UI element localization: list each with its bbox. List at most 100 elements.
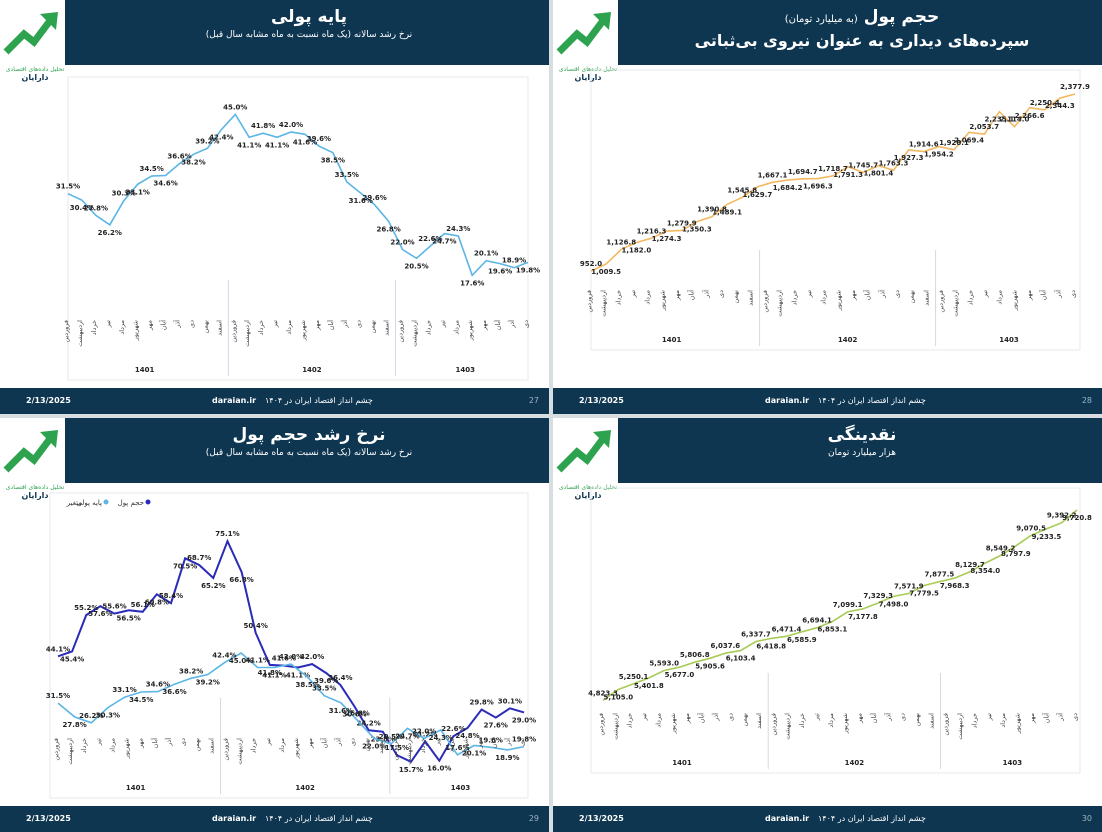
x-tick-label: اسفند (207, 738, 215, 754)
legend-marker (103, 499, 109, 505)
footer-site[interactable]: daraian.ir (765, 396, 810, 405)
x-tick-label: دی (717, 290, 725, 298)
x-tick-label: اسفند (922, 290, 930, 306)
x-tick-label: اردیبهشت (66, 738, 74, 765)
data-label: 22.0% (390, 239, 414, 247)
growth-arrow-icon (3, 430, 58, 473)
data-label: 24.7% (395, 732, 419, 740)
footer-site[interactable]: daraian.ir (212, 396, 257, 405)
data-label: 17.6% (460, 279, 484, 287)
data-label: 33.5% (312, 685, 336, 693)
x-tick-label: خرداد (966, 290, 974, 305)
footer-site[interactable]: daraian.ir (765, 814, 810, 823)
data-label: 26.2% (98, 229, 122, 237)
data-label: 39.2% (196, 679, 220, 687)
x-tick-label: مرداد (827, 713, 835, 728)
slide-base-money: پایه پولی نرخ رشد سالانه (یک ماه نسبت به… (0, 0, 549, 414)
x-tick-label: شهریور (841, 713, 849, 734)
x-tick-label: بهمن (908, 290, 916, 304)
data-label: 6,103.4 (726, 655, 756, 663)
data-label: 1,182.0 (622, 247, 652, 255)
data-label: 8,129.7 (955, 561, 985, 569)
x-tick-label: دی (187, 320, 195, 328)
data-label: 23.8% (371, 736, 395, 744)
growth-arrow-icon (556, 430, 611, 473)
x-tick-label: آبان (326, 319, 335, 331)
data-label: 1,274.3 (652, 235, 682, 243)
x-tick-label: شهریور (1014, 713, 1022, 734)
data-label: 20.5% (379, 733, 403, 741)
data-label: 31.6% (329, 707, 353, 715)
page-number: 27 (528, 396, 539, 405)
data-label: 31.5% (56, 183, 80, 191)
data-label: 31.5% (46, 692, 70, 700)
slide-footer: 2/13/2025 daraian.ir چشم انداز اقتصاد ای… (0, 806, 549, 832)
slide-footer: 2/13/2025 daraian.ir چشم انداز اقتصاد ای… (0, 388, 549, 414)
x-tick-label: اسفند (746, 290, 754, 306)
x-tick-label: مهر (1025, 290, 1033, 301)
x-tick-label: مهر (673, 290, 681, 301)
year-label: 1401 (662, 336, 682, 344)
data-label: 6,337.7 (741, 631, 771, 639)
x-tick-label: آذر (333, 737, 342, 747)
year-label: 1402 (838, 336, 858, 344)
data-label: 2,235.1 (985, 116, 1015, 124)
year-label: 1401 (126, 784, 146, 792)
data-label: 38.2% (181, 158, 205, 166)
data-label: 7,177.8 (848, 613, 878, 621)
x-tick-label: دی (1069, 290, 1077, 298)
data-label: 42.0% (279, 653, 303, 661)
plot-area (590, 487, 1081, 774)
data-label: 33.1% (112, 686, 136, 694)
data-label: 44.1% (46, 645, 70, 653)
brand-tagline: تحلیل داده‌های اقتصادی (5, 484, 65, 491)
data-label: 20.1% (462, 749, 486, 757)
x-tick-label: آذر (877, 289, 886, 299)
data-label: 38.5% (321, 157, 345, 165)
x-tick-label: مهر (480, 320, 488, 331)
slide-footer: 2/13/2025 daraian.ir چشم انداز اقتصاد ای… (553, 388, 1102, 414)
x-tick-label: آبان (687, 289, 696, 301)
data-label: 42.0% (279, 121, 303, 129)
x-tick-label: تیر (640, 713, 648, 722)
x-tick-label: آذر (711, 712, 720, 722)
data-label: 45.4% (60, 656, 84, 664)
data-label: 7,779.5 (909, 589, 939, 597)
data-label: 24.3% (446, 225, 470, 233)
data-label: 41.1% (262, 671, 286, 679)
page-number: 29 (528, 814, 539, 823)
data-label: 70.5% (173, 562, 197, 570)
data-label: 41.1% (286, 671, 310, 679)
data-label: 29.0% (512, 716, 536, 724)
footer-site[interactable]: daraian.ir (212, 814, 257, 823)
x-tick-label: شهریور (292, 738, 300, 759)
series-line-2 (57, 652, 525, 756)
data-label: 56.1% (131, 601, 155, 609)
x-tick-label: فروردین (397, 320, 405, 343)
x-tick-label: آبان (869, 712, 878, 724)
slide-title: (به میلیارد تومان) حجم پول (622, 6, 1102, 31)
slide-title-note: (به میلیارد تومان) (784, 14, 858, 25)
data-label: 30.3% (112, 190, 136, 198)
growth-arrow-icon (556, 12, 611, 55)
data-label: 2,053.7 (969, 123, 999, 131)
x-tick-label: اسفند (927, 713, 935, 729)
data-label: 55.6% (102, 603, 126, 611)
slide-header: پایه پولی نرخ رشد سالانه (یک ماه نسبت به… (0, 0, 549, 65)
data-label: 5,250.1 (619, 673, 649, 681)
footer-date: 2/13/2025 (26, 396, 71, 405)
slide-title: نرخ رشد حجم پول (232, 425, 386, 445)
data-label: 33.1% (126, 188, 150, 196)
x-tick-label: تیر (629, 290, 637, 299)
x-tick-label: تیر (433, 738, 441, 747)
data-label: 1,126.8 (606, 238, 636, 246)
x-tick-label: فروردین (937, 290, 945, 313)
data-label: 5,905.6 (695, 662, 725, 670)
x-tick-label: آذر (883, 712, 892, 722)
x-tick-label: اردیبهشت (611, 713, 619, 740)
data-label: 65.2% (201, 582, 225, 590)
x-tick-label: مهر (683, 713, 691, 724)
brand-tagline: تحلیل داده‌های اقتصادی (558, 66, 618, 73)
data-label: 38.5% (295, 681, 319, 689)
